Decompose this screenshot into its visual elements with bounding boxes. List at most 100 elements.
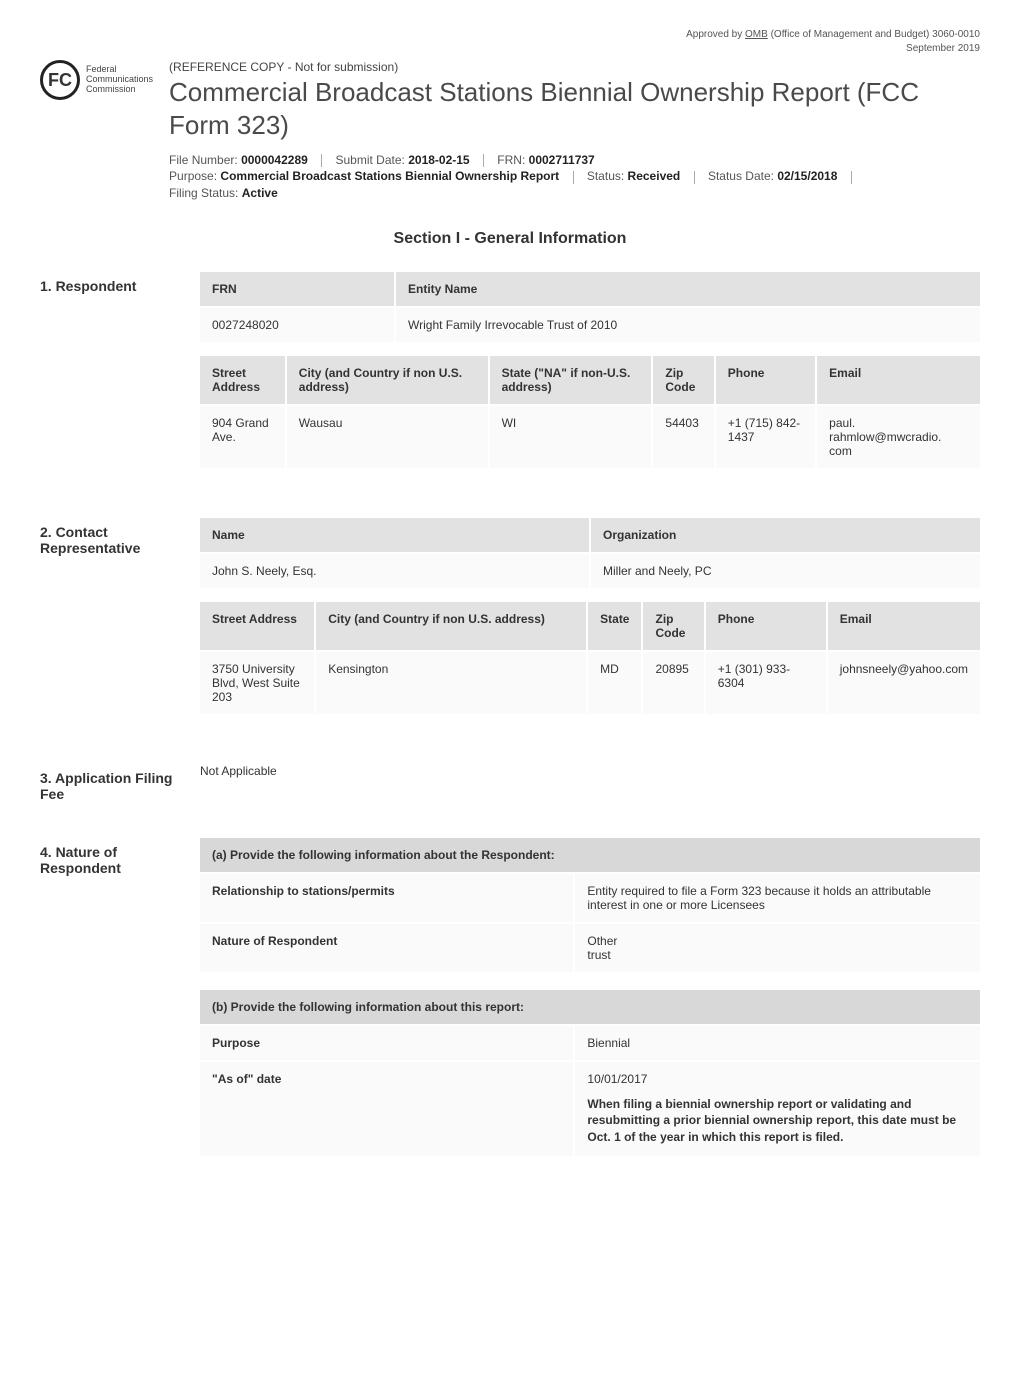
th-city: City (and Country if non U.S. address) [286,356,489,405]
approval-prefix: Approved by [686,29,745,40]
fee-label: 3. Application Filing Fee [40,764,200,802]
th-email: Email [816,356,980,405]
nature-a-head: (a) Provide the following information ab… [200,838,980,872]
approval-suffix: (Office of Management and Budget) 3060-0… [768,29,980,40]
header-row: FC FederalCommunicationsCommission (REFE… [40,60,980,202]
table-row: Relationship to stations/permits Entity … [200,873,980,923]
table-row: Purpose Biennial [200,1025,980,1061]
respondent-entity-table: FRN Entity Name 0027248020 Wright Family… [200,272,980,342]
file-number-value: 0000042289 [241,153,308,167]
meta-line-2: Purpose: Commercial Broadcast Stations B… [169,169,980,183]
fcc-logo: FC FederalCommunicationsCommission [40,60,153,100]
separator [694,171,695,184]
nature-label: 4. Nature of Respondent [40,838,200,876]
th-organization: Organization [590,518,980,553]
th-street: Street Address [200,602,315,651]
table-row: 3750 University Blvd, West Suite 203 Ken… [200,651,980,714]
cell-entity-name: Wright Family Irrevocable Trust of 2010 [395,307,980,342]
nature-b-head: (b) Provide the following information ab… [200,990,980,1024]
nature-block: 4. Nature of Respondent (a) Provide the … [40,838,980,1170]
cell-street: 3750 University Blvd, West Suite 203 [200,651,315,714]
nature-a-table: Relationship to stations/permits Entity … [200,872,980,972]
separator [321,154,322,167]
section-heading: Section I - General Information [40,230,980,248]
frn-value: 0002711737 [529,153,595,167]
cell-relationship-label: Relationship to stations/permits [200,873,574,923]
cell-zip: 54403 [652,405,714,468]
cell-asof-value: 10/01/2017 When filing a biennial owners… [574,1061,980,1156]
approval-omb: OMB [745,29,768,40]
cell-asof-label: "As of" date [200,1061,574,1156]
th-state: State ("NA" if non-U.S. address) [489,356,653,405]
file-number-label: File Number: [169,153,238,167]
respondent-address-table: Street Address City (and Country if non … [200,356,980,468]
th-phone: Phone [705,602,827,651]
cell-email: johnsneely@yahoo.com [827,651,980,714]
meta-line-3: Filing Status: Active [169,186,980,200]
filing-status-label: Filing Status: [169,186,238,200]
cell-city: Wausau [286,405,489,468]
fee-block: 3. Application Filing Fee Not Applicable [40,764,980,802]
page-title: Commercial Broadcast Stations Biennial O… [169,76,980,141]
fcc-logo-icon: FC [40,60,80,100]
th-zip: Zip Code [652,356,714,405]
th-phone: Phone [715,356,816,405]
nature-b-table: Purpose Biennial "As of" date 10/01/2017… [200,1024,980,1156]
cell-nature-label: Nature of Respondent [200,923,574,972]
cell-street: 904 Grand Ave. [200,405,286,468]
purpose-label: Purpose: [169,169,217,183]
approval-block: Approved by OMB (Office of Management an… [40,28,980,56]
cell-state: MD [587,651,642,714]
th-city: City (and Country if non U.S. address) [315,602,587,651]
table-row: Nature of Respondent Other trust [200,923,980,972]
status-date-value: 02/15/2018 [777,169,837,183]
cell-frn: 0027248020 [200,307,395,342]
cell-city: Kensington [315,651,587,714]
th-entity-name: Entity Name [395,272,980,307]
contact-address-table: Street Address City (and Country if non … [200,602,980,714]
table-row: 904 Grand Ave. Wausau WI 54403 +1 (715) … [200,405,980,468]
cell-phone: +1 (715) 842-1437 [715,405,816,468]
cell-purpose-value: Biennial [574,1025,980,1061]
contact-name-table: Name Organization John S. Neely, Esq. Mi… [200,518,980,588]
status-label: Status: [587,169,624,183]
purpose-value: Commercial Broadcast Stations Biennial O… [220,169,559,183]
cell-name: John S. Neely, Esq. [200,553,590,588]
asof-date: 10/01/2017 [587,1072,647,1086]
separator [573,171,574,184]
reference-copy-note: (REFERENCE COPY - Not for submission) [169,60,980,74]
status-value: Received [628,169,681,183]
asof-note: When filing a biennial ownership report … [587,1096,968,1146]
submit-date-value: 2018-02-15 [408,153,469,167]
table-row: "As of" date 10/01/2017 When filing a bi… [200,1061,980,1156]
cell-email: paul.rahmlow@mwcradio.com [816,405,980,468]
meta-line-1: File Number: 0000042289 Submit Date: 201… [169,153,980,167]
cell-nature-value: Other trust [574,923,980,972]
cell-phone: +1 (301) 933-6304 [705,651,827,714]
nature-value-2: trust [587,948,610,962]
table-row: John S. Neely, Esq. Miller and Neely, PC [200,553,980,588]
separator [483,154,484,167]
separator [851,171,852,184]
cell-purpose-label: Purpose [200,1025,574,1061]
submit-date-label: Submit Date: [336,153,405,167]
table-row: 0027248020 Wright Family Irrevocable Tru… [200,307,980,342]
nature-value-1: Other [587,934,617,948]
th-frn: FRN [200,272,395,307]
respondent-label: 1. Respondent [40,272,200,294]
th-email: Email [827,602,980,651]
contact-label: 2. Contact Representative [40,518,200,556]
cell-state: WI [489,405,653,468]
th-name: Name [200,518,590,553]
status-date-label: Status Date: [708,169,774,183]
approval-date: September 2019 [40,42,980,56]
th-zip: Zip Code [642,602,704,651]
filing-status-value: Active [242,186,278,200]
frn-label: FRN: [497,153,525,167]
cell-relationship-value: Entity required to file a Form 323 becau… [574,873,980,923]
th-street: Street Address [200,356,286,405]
th-state: State [587,602,642,651]
cell-zip: 20895 [642,651,704,714]
cell-organization: Miller and Neely, PC [590,553,980,588]
fee-value: Not Applicable [200,764,980,778]
